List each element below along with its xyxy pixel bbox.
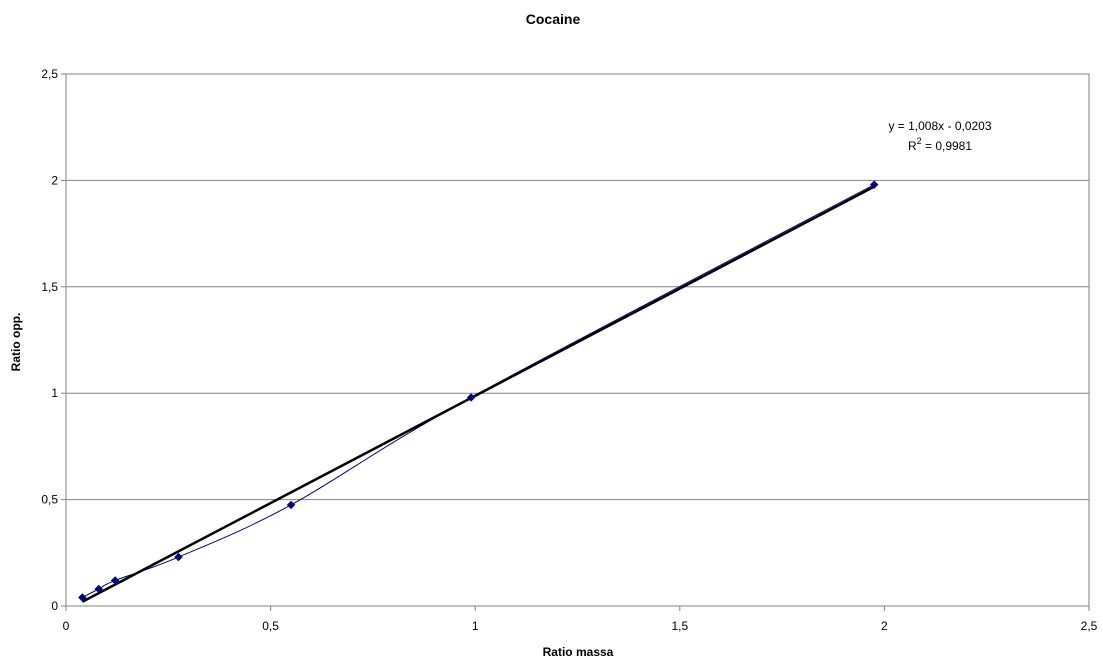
chart-title: Cocaine (526, 11, 581, 27)
y-tick-label: 0 (51, 599, 58, 613)
gridlines (66, 179, 1089, 501)
x-tick-label: 2 (881, 619, 888, 633)
data-point (466, 393, 476, 402)
x-tick-label: 0,5 (262, 619, 279, 633)
data-point (110, 576, 120, 585)
trendline-equation: y = 1,008x - 0,0203 (888, 119, 991, 133)
x-tick-label: 2,5 (1081, 619, 1098, 633)
data-point (286, 500, 296, 510)
x-tick-label: 1,5 (671, 619, 688, 633)
data-point (94, 584, 103, 594)
y-tick-label: 1,5 (41, 280, 58, 294)
data-point (869, 180, 879, 189)
x-axis-ticks: 0 0,5 1 1,5 2 2,5 (63, 606, 1098, 633)
data-points (78, 180, 879, 602)
x-tick-label: 1 (472, 619, 479, 633)
data-point (78, 593, 87, 602)
y-tick-label: 2 (51, 173, 58, 187)
x-axis-title: Ratio massa (543, 645, 614, 659)
r-squared-value: = 0,9981 (922, 139, 973, 153)
y-tick-label: 1 (51, 386, 58, 400)
y-axis-title: Ratio opp. (9, 313, 23, 372)
data-point (174, 552, 183, 562)
y-axis-ticks: 0 0,5 1 1,5 2 2,5 (41, 67, 66, 613)
trendline (81, 185, 875, 603)
r-squared-superscript: 2 (917, 136, 922, 146)
series-line (82, 184, 875, 598)
x-tick-label: 0 (63, 619, 70, 633)
y-tick-label: 2,5 (41, 67, 58, 81)
r-squared-prefix: R (908, 139, 917, 153)
y-tick-label: 0,5 (41, 493, 58, 507)
plot-area-border (65, 73, 1090, 607)
trendline-r-squared: R2 = 0,9981 (908, 136, 972, 153)
